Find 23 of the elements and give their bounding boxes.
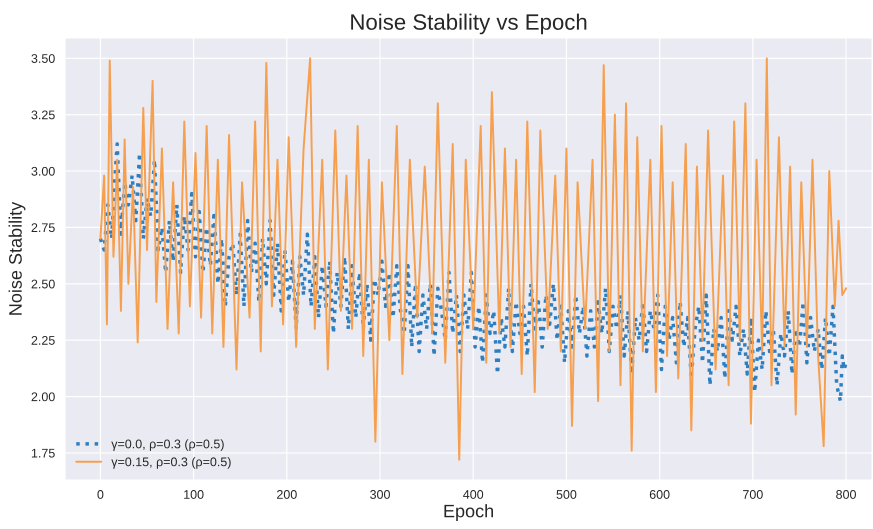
x-tick-label: 600 bbox=[650, 490, 670, 499]
x-tick-label: 700 bbox=[743, 490, 763, 499]
y-tick-label: 2.00 bbox=[32, 392, 55, 402]
y-tick-label: 1.75 bbox=[32, 448, 55, 458]
y-axis-title: Noise Stability bbox=[8, 202, 26, 315]
x-tick-label: 800 bbox=[836, 490, 856, 499]
line-series bbox=[98, 142, 848, 403]
x-tick-label: 100 bbox=[184, 490, 204, 499]
x-tick-label: 0 bbox=[97, 490, 104, 499]
y-tick-label: 2.75 bbox=[32, 223, 55, 232]
legend-label: γ=0.15, ρ=0.3 (ρ=0.5) bbox=[111, 457, 231, 469]
y-tick-label: 2.25 bbox=[32, 336, 55, 345]
y-tick-label: 3.50 bbox=[31, 54, 55, 63]
x-tick-label: 500 bbox=[556, 490, 576, 499]
x-tick-label: 200 bbox=[277, 490, 297, 499]
legend-label: γ=0.0, ρ=0.3 (ρ=0.5) bbox=[111, 439, 224, 451]
y-tick-label: 2.50 bbox=[32, 280, 55, 288]
x-tick-label: 300 bbox=[370, 490, 390, 499]
x-axis-title: Epoch bbox=[444, 504, 493, 521]
chart-title: Noise Stability vs Epoch bbox=[351, 14, 586, 34]
y-tick-label: 3.00 bbox=[31, 166, 55, 176]
y-tick-label: 3.25 bbox=[31, 110, 55, 120]
x-tick-label: 400 bbox=[463, 490, 484, 499]
